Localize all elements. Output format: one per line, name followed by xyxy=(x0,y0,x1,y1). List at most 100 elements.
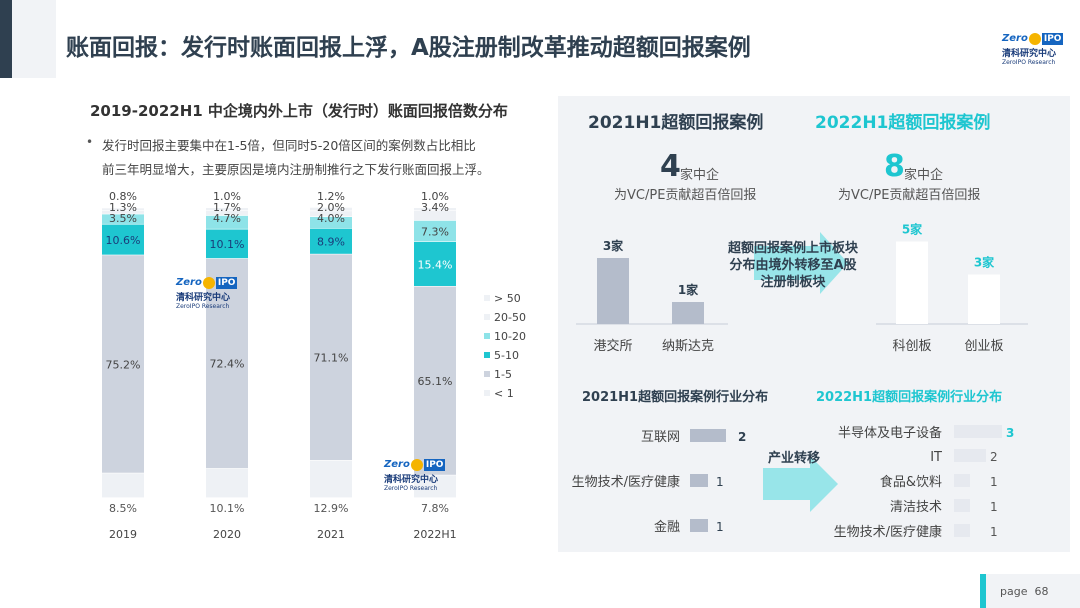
tick-label-港交所: 港交所 xyxy=(593,338,632,354)
legend-label: < 1 xyxy=(494,387,514,400)
sub-2021: 为VC/PE贡献超百倍回报 xyxy=(614,188,757,203)
tick-label-纳斯达克: 纳斯达克 xyxy=(662,339,714,354)
bar-segment-2050-2019 xyxy=(102,210,144,214)
industry-label: 生物技术/医疗健康 xyxy=(572,474,680,490)
bullet-icon: • xyxy=(86,135,94,149)
value-label: 1家 xyxy=(678,282,699,297)
data-label: 8.5% xyxy=(109,502,137,515)
data-label: 3.4% xyxy=(421,201,449,214)
bar-segment-1-2019 xyxy=(102,473,144,498)
bar-segment-50-2021 xyxy=(310,207,352,211)
data-label: 72.4% xyxy=(210,358,245,371)
industry-value: 1 xyxy=(716,475,724,489)
bar-segment-15-2020 xyxy=(206,258,248,469)
legend-label: 10-20 xyxy=(494,330,526,343)
data-label: 10.1% xyxy=(210,238,245,251)
unit-2022: 家中企 xyxy=(904,168,944,183)
bar-港交所 xyxy=(597,258,629,324)
data-label: 7.8% xyxy=(421,502,449,515)
legend-swatch xyxy=(484,295,490,301)
legend-swatch xyxy=(484,314,490,320)
title-2022h1: 2022H1超额回报案例 xyxy=(815,113,991,133)
industry-value: 2 xyxy=(990,450,998,464)
legend-swatch xyxy=(484,371,490,377)
legend-label: 20-50 xyxy=(494,311,526,324)
title-2021h1: 2021H1超额回报案例 xyxy=(588,113,764,133)
legend-swatch xyxy=(484,333,490,339)
industry-value: 1 xyxy=(990,500,998,514)
tick-label-2019: 2019 xyxy=(109,528,137,541)
page-title: 账面回报：发行时账面回报上浮，A股注册制改革推动超额回报案例 xyxy=(66,35,751,61)
count-2022: 8 xyxy=(884,149,905,184)
arrow1-label: 超额回报案例上市板块 分布由境外转移至A股 注册制板块 xyxy=(728,241,859,290)
header-accent-bg xyxy=(12,0,56,78)
legend-label: 1-5 xyxy=(494,368,512,381)
bar-segment-2050-2020 xyxy=(206,210,248,216)
bar-科创板 xyxy=(896,241,928,324)
bar-segment-510-2022H1 xyxy=(414,241,456,286)
arrow-right-icon xyxy=(754,232,848,294)
industry-label: 食品&饮料 xyxy=(880,474,942,490)
watermark-logo-2: Zero IPO 清科研究中心 ZeroIPO Research xyxy=(384,458,446,492)
bar-segment-510-2019 xyxy=(102,224,144,255)
industry-label: IT xyxy=(930,450,942,465)
data-label: 1.0% xyxy=(213,190,241,203)
bar-segment-1020-2022H1 xyxy=(414,220,456,242)
industry-label: 生物技术/医疗健康 xyxy=(834,524,942,540)
tick-label-2021: 2021 xyxy=(317,528,345,541)
bar-segment-510-2020 xyxy=(206,229,248,259)
data-label: 65.1% xyxy=(418,375,453,388)
tick-label-2020: 2020 xyxy=(213,528,241,541)
header-accent-bar xyxy=(0,0,12,78)
bar-segment-1020-2021 xyxy=(310,216,352,228)
watermark-logo: Zero IPO 清科研究中心 ZeroIPO Research xyxy=(176,276,238,310)
arrow-right-icon-2 xyxy=(763,456,838,512)
industry-label: 互联网 xyxy=(641,430,680,445)
bar-segment-50-2022H1 xyxy=(414,208,456,211)
data-label: 10.1% xyxy=(210,502,245,515)
industry-bar xyxy=(690,519,708,532)
value-label: 5家 xyxy=(902,222,923,237)
industry-value: 1 xyxy=(990,525,998,539)
industry-value: 3 xyxy=(1006,426,1014,440)
bar-segment-15-2022H1 xyxy=(414,286,456,475)
bar-segment-15-2019 xyxy=(102,255,144,473)
data-label: 1.0% xyxy=(421,190,449,203)
brand-logo: Zero IPO 清科研究中心 ZeroIPO Research xyxy=(1002,32,1064,66)
bar-segment-2050-2021 xyxy=(310,211,352,217)
bar-segment-1-2021 xyxy=(310,460,352,498)
legend-label: 5-10 xyxy=(494,349,519,362)
watermark-mark-icon xyxy=(202,276,215,289)
bar-segment-50-2020 xyxy=(206,208,248,211)
data-label: 71.1% xyxy=(314,351,349,364)
footer-accent-bar xyxy=(980,574,986,608)
sub-2022: 为VC/PE贡献超百倍回报 xyxy=(838,188,981,203)
bar-segment-1020-2019 xyxy=(102,214,144,224)
bar-segment-510-2021 xyxy=(310,228,352,254)
industry-bar xyxy=(954,499,970,512)
arrow2-label: 产业转移 xyxy=(768,451,821,466)
legend-swatch xyxy=(484,352,490,358)
industry-label: 清洁技术 xyxy=(890,500,942,515)
value-label: 3家 xyxy=(974,255,995,270)
bar-segment-50-2019 xyxy=(102,208,144,211)
data-label: 8.9% xyxy=(317,235,345,248)
tick-label-创业板: 创业板 xyxy=(964,339,1003,354)
bar-segment-1-2022H1 xyxy=(414,475,456,498)
bar-纳斯达克 xyxy=(672,302,704,324)
bullet-text: 发行时回报主要集中在1-5倍，但同时5-20倍区间的案例数占比相比 前三年明显增… xyxy=(102,138,490,177)
data-label: 75.2% xyxy=(106,358,141,371)
industry-bar xyxy=(954,524,970,537)
data-label: 4.0% xyxy=(317,212,345,225)
legend-swatch xyxy=(484,390,490,396)
industry-bar xyxy=(954,449,986,462)
data-label: 7.3% xyxy=(421,225,449,238)
bar-segment-1020-2020 xyxy=(206,215,248,229)
data-label: 12.9% xyxy=(314,502,349,515)
data-label: 10.6% xyxy=(106,234,141,247)
data-label: 1.3% xyxy=(109,201,137,214)
data-label: 0.8% xyxy=(109,190,137,203)
industry-label: 金融 xyxy=(654,519,680,535)
industry-value: 2 xyxy=(738,430,746,444)
